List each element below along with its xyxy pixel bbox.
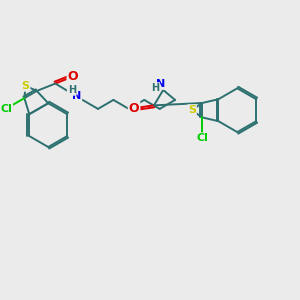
Text: N: N xyxy=(156,79,165,89)
Text: O: O xyxy=(129,102,140,115)
Text: S: S xyxy=(188,105,196,115)
Text: Cl: Cl xyxy=(0,103,12,114)
Text: H: H xyxy=(151,83,159,93)
Text: S: S xyxy=(22,81,29,91)
Text: N: N xyxy=(72,92,81,101)
Text: Cl: Cl xyxy=(196,133,208,143)
Text: H: H xyxy=(68,85,76,95)
Text: O: O xyxy=(68,70,78,83)
